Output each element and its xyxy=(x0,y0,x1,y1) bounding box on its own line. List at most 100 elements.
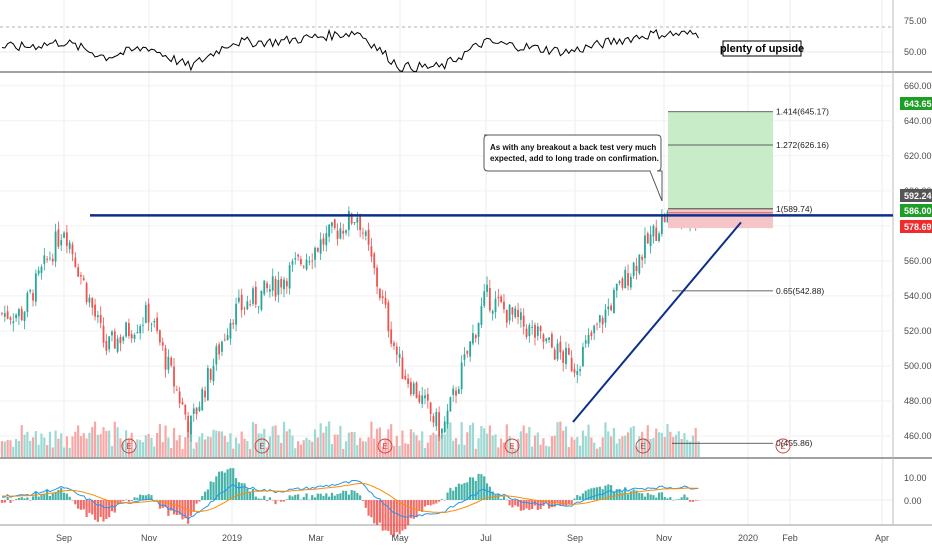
volume-bar xyxy=(581,430,585,457)
macd-histogram-bar xyxy=(423,500,427,507)
volume-bar xyxy=(438,435,441,457)
candle-body xyxy=(283,279,285,290)
volume-bar xyxy=(387,429,390,457)
candle-body xyxy=(607,306,610,310)
candle-body xyxy=(483,291,486,306)
volume-bar xyxy=(116,427,119,457)
candle-body xyxy=(415,382,418,399)
macd-histogram-bar xyxy=(618,488,621,500)
volume-bar xyxy=(514,448,517,457)
earnings-marker[interactable] xyxy=(121,438,137,454)
candle-body xyxy=(441,428,443,434)
macd-histogram-bar xyxy=(392,500,396,537)
callout-bubble[interactable] xyxy=(483,134,663,202)
macd-histogram-bar xyxy=(404,500,407,530)
candle-body xyxy=(579,369,581,372)
earnings-marker-label: E xyxy=(509,442,514,451)
target-zone[interactable] xyxy=(668,111,773,209)
volume-bar xyxy=(212,429,215,457)
candle-body xyxy=(235,303,237,325)
volume-bar xyxy=(265,447,269,457)
candle-body xyxy=(302,266,305,268)
candle-body xyxy=(18,309,20,317)
candle-body xyxy=(466,350,469,354)
candle-body xyxy=(164,348,167,370)
earnings-marker[interactable] xyxy=(377,438,393,454)
macd-histogram-bar xyxy=(579,496,582,500)
price-tick-label: 460.00 xyxy=(904,431,932,441)
candle-body xyxy=(548,337,550,341)
candle-body xyxy=(514,308,517,317)
candle-body xyxy=(443,421,446,433)
fib-extension[interactable]: 1.414(645.17) 1.272(626.16) 1(589.74) 0.65(… xyxy=(668,107,829,449)
macd-histogram-bar xyxy=(598,486,601,500)
candle-body xyxy=(128,323,130,336)
macd-histogram-bar xyxy=(581,493,585,500)
time-axis: Sep Nov 2019 Mar May Jul Sep Nov 2020 Feb Apr xyxy=(56,533,889,543)
macd-histogram-bar xyxy=(313,497,317,500)
volume-bar xyxy=(311,441,314,457)
macd-histogram-bar xyxy=(443,500,446,501)
earnings-marker[interactable] xyxy=(504,438,520,454)
volume-bar xyxy=(93,421,97,457)
candle-body xyxy=(314,247,316,260)
macd-histogram-bar xyxy=(347,494,350,500)
candle-body xyxy=(187,415,190,433)
volume-bar xyxy=(618,438,621,457)
candle-body xyxy=(480,306,483,325)
volume-bar xyxy=(6,440,9,457)
volume-bar xyxy=(364,441,367,457)
macd-histogram-bar xyxy=(438,500,441,502)
volume-bar xyxy=(550,436,553,457)
macd-histogram-bar xyxy=(649,494,652,500)
macd-histogram-bar xyxy=(291,496,294,500)
candle-body xyxy=(503,301,505,310)
volume-bar xyxy=(113,421,116,457)
volume-bar xyxy=(291,435,294,457)
candle-body xyxy=(125,322,127,337)
earnings-marker[interactable] xyxy=(775,438,791,454)
candle-body xyxy=(88,297,91,303)
macd-histogram-bar xyxy=(29,500,32,501)
rsi-tick-75: 75.00 xyxy=(904,16,927,26)
target-price-tag: 643.65 xyxy=(900,97,932,110)
macd-histogram-bar xyxy=(488,486,491,500)
macd-histogram-bar xyxy=(683,494,686,500)
macd-histogram-bar xyxy=(113,500,116,513)
candle-body xyxy=(218,344,221,355)
macd-histogram-bar xyxy=(429,500,432,506)
earnings-marker[interactable] xyxy=(254,438,270,454)
candle-body xyxy=(229,322,232,339)
candle-body xyxy=(660,215,663,234)
earnings-marker[interactable] xyxy=(635,438,651,454)
volume-bar xyxy=(119,438,122,457)
volume-bar xyxy=(531,446,534,457)
macd-histogram-bar xyxy=(220,471,224,500)
candle-body xyxy=(632,262,635,276)
macd-histogram-bar xyxy=(469,477,472,500)
macd-histogram-bar xyxy=(590,488,593,500)
volume-bar xyxy=(127,438,130,457)
candle-body xyxy=(65,232,68,246)
earnings-marker-label: E xyxy=(126,442,131,451)
macd-histogram-bar xyxy=(691,500,694,502)
stop-zone[interactable] xyxy=(668,208,773,229)
upside-note-box[interactable] xyxy=(722,40,802,57)
volume-bar xyxy=(457,444,460,457)
candle-body xyxy=(144,305,147,323)
macd-histogram-bar xyxy=(254,496,257,500)
macd-histogram-bar xyxy=(305,493,308,500)
macd-histogram-bar xyxy=(88,500,91,513)
macd-histogram-bar xyxy=(299,499,303,501)
volume-bar xyxy=(271,426,274,457)
time-axis-label: Jul xyxy=(480,533,492,543)
macd-histogram-bar xyxy=(522,500,525,511)
volume-bar xyxy=(570,437,573,457)
earnings-marker-label: E xyxy=(382,442,387,451)
macd-histogram-bar xyxy=(198,500,201,502)
macd-histogram-bar xyxy=(480,474,483,500)
macd-histogram-bar xyxy=(17,497,21,500)
volume-bar xyxy=(508,436,511,457)
trend-line[interactable] xyxy=(572,221,742,423)
